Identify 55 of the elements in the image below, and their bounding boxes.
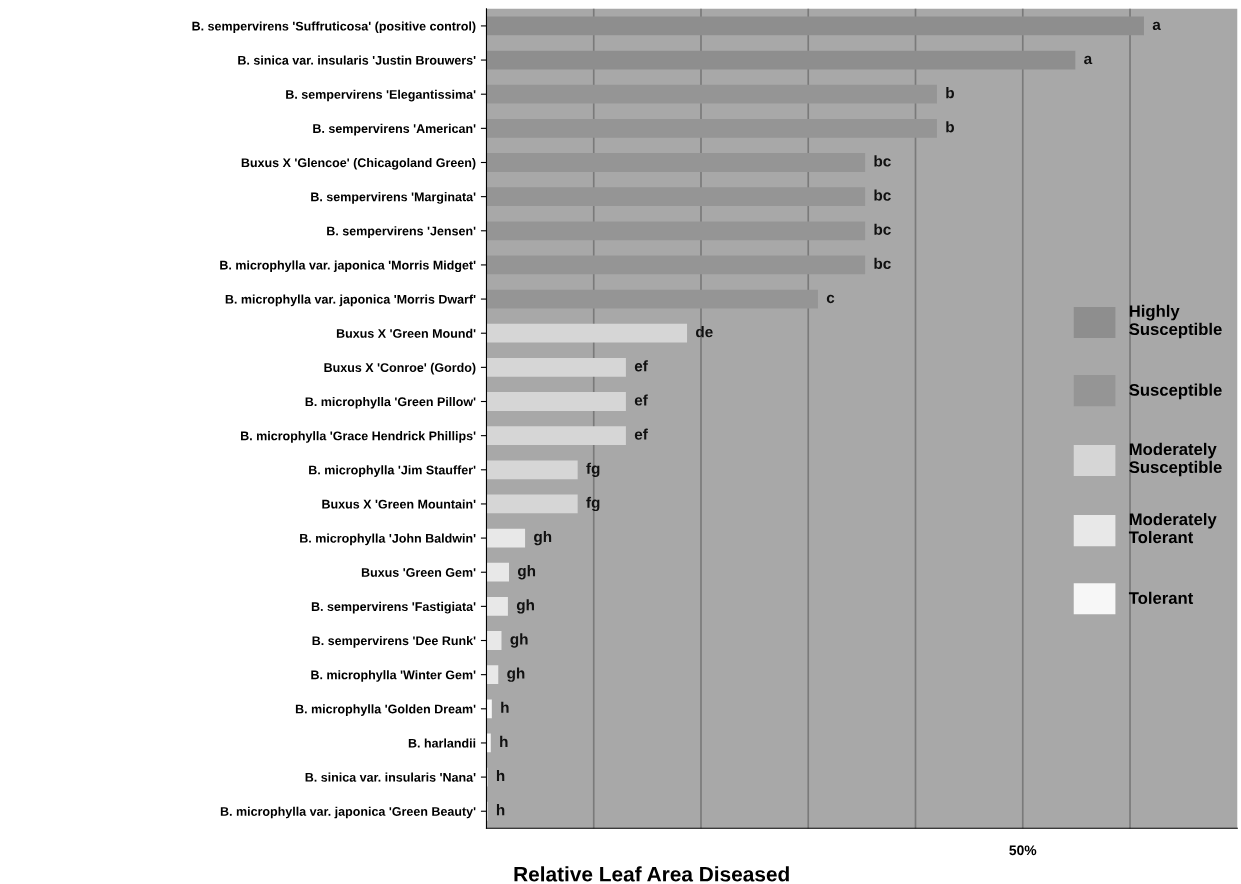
data-label: gh <box>517 565 536 580</box>
data-label: c <box>826 294 835 304</box>
data-label: h <box>500 735 508 747</box>
data-label: h <box>496 804 505 816</box>
y-tick-label: B. microphylla var. japonica 'Morris Dwarf' <box>225 294 476 307</box>
data-label: gh <box>510 633 528 648</box>
x-axis-title: Relative Leaf Area Diseased <box>514 866 789 882</box>
y-tick-label: B. microphylla 'John Baldwin' <box>300 533 476 546</box>
y-tick-label: B. microphylla 'Jim Stauffer' <box>309 465 476 477</box>
data-label: gh <box>507 667 525 682</box>
y-tick-label: B. sempervirens 'Jensen' <box>327 226 476 238</box>
data-label: ef <box>634 428 648 440</box>
y-tick-label: B. sinica var. insularis 'Justin Brouwers' <box>238 55 476 65</box>
y-tick-label: B. microphylla var. japonica 'Green Beauty' <box>220 806 476 819</box>
data-label: a <box>1152 21 1161 31</box>
data-label: fg <box>586 462 600 477</box>
data-label: de <box>696 326 713 338</box>
data-label: h <box>501 701 509 713</box>
y-tick-label: Buxus X 'Green Mound' <box>336 328 476 338</box>
data-label: bc <box>874 155 891 167</box>
y-tick-label: B. harlandii <box>408 738 476 748</box>
y-tick-label: B. sempervirens 'American' <box>313 123 476 136</box>
data-label: bc <box>874 189 891 201</box>
data-label: bc <box>874 257 891 270</box>
y-tick-label: B. sinica var. insularis 'Nana' <box>305 772 476 782</box>
data-label: bc <box>874 223 891 235</box>
y-tick-label: B. microphylla 'Green Pillow' <box>305 396 476 409</box>
y-tick-label: B. microphylla 'Grace Hendrick Phillips' <box>241 431 476 443</box>
data-label: a <box>1084 55 1093 65</box>
y-tick-label: Buxus X 'Conroe' (Gordo) <box>324 362 476 375</box>
data-label: b <box>946 87 954 99</box>
data-label: ef <box>634 360 648 372</box>
y-tick-label: B. microphylla var. japonica 'Morris Midget' <box>220 260 476 273</box>
data-label: ef <box>634 394 648 406</box>
data-label: fg <box>586 496 600 512</box>
y-tick-label: B. microphylla 'Golden Dream' <box>295 704 476 716</box>
legend-label: Moderately Susceptible <box>1129 442 1222 477</box>
legend-label: Tolerant <box>1128 591 1194 604</box>
x-tick-label: 50% <box>1009 845 1037 856</box>
data-label: gh <box>534 530 552 546</box>
y-tick-label: B. sempervirens 'Suffruticosa' (positive control) <box>192 21 476 34</box>
y-tick-label: B. microphylla 'Winter Gem' <box>311 670 476 682</box>
data-label: b <box>946 121 954 133</box>
data-label: gh <box>516 599 534 614</box>
legend-label: Susceptible <box>1129 383 1222 400</box>
y-tick-label: Buxus X 'Glencoe' (Chicagoland Green) <box>241 157 476 170</box>
y-tick-label: B. sempervirens 'Marginata' <box>311 192 476 204</box>
y-tick-label: Buxus X 'Green Mountain' <box>322 499 476 509</box>
y-tick-label: B. sempervirens 'Fastigiata' <box>311 601 476 614</box>
y-tick-label: Buxus 'Green Gem' <box>361 568 476 577</box>
y-tick-label: B. sempervirens 'Elegantissima' <box>286 89 476 102</box>
y-tick-label: B. sempervirens 'Dee Runk' <box>312 635 476 648</box>
data-label: h <box>496 769 505 782</box>
legend-label: Highly Susceptible <box>1129 304 1222 339</box>
legend-label: Moderately Tolerant <box>1128 512 1217 544</box>
